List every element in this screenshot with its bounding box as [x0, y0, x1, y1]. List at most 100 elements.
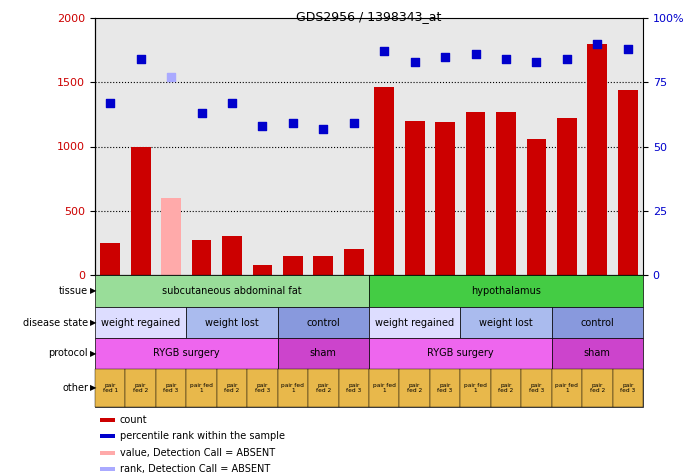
Text: GDS2956 / 1398343_at: GDS2956 / 1398343_at [296, 10, 442, 23]
Bar [187, 369, 217, 407]
Bar [466, 112, 486, 275]
Text: control: control [580, 318, 614, 328]
Text: pair fed
1: pair fed 1 [372, 383, 396, 393]
Bar [131, 146, 151, 275]
Text: pair fed
1: pair fed 1 [190, 383, 213, 393]
Bar [278, 338, 369, 369]
Text: weight lost: weight lost [205, 318, 259, 328]
Text: pair
fed 2: pair fed 2 [498, 383, 513, 393]
Text: value, Detection Call = ABSENT: value, Detection Call = ABSENT [120, 448, 275, 458]
Bar [369, 275, 643, 307]
Point [409, 58, 420, 65]
Bar [618, 90, 638, 275]
Bar [369, 307, 460, 338]
Bar [587, 44, 607, 275]
Text: RYGB surgery: RYGB surgery [427, 348, 493, 358]
Point [318, 125, 329, 132]
Point [439, 53, 451, 60]
Point [470, 50, 481, 58]
Text: sham: sham [584, 348, 611, 358]
Bar [156, 369, 187, 407]
Bar [582, 369, 612, 407]
Text: weight lost: weight lost [479, 318, 533, 328]
Bar [496, 112, 516, 275]
Bar [308, 369, 339, 407]
Bar [491, 369, 521, 407]
Text: pair
fed 3: pair fed 3 [255, 383, 270, 393]
Bar [95, 369, 126, 407]
Bar [100, 418, 115, 422]
Text: ▶: ▶ [90, 286, 97, 295]
Bar [100, 467, 115, 471]
Bar [551, 338, 643, 369]
Bar [95, 307, 187, 338]
Bar [161, 198, 181, 275]
Bar [217, 369, 247, 407]
Text: pair
fed 3: pair fed 3 [620, 383, 636, 393]
Bar [247, 369, 278, 407]
Text: pair
fed 2: pair fed 2 [133, 383, 149, 393]
Bar [95, 275, 369, 307]
Point [591, 40, 603, 47]
Point [500, 55, 511, 63]
Bar [339, 369, 369, 407]
Bar [187, 307, 278, 338]
Text: pair fed
1: pair fed 1 [556, 383, 578, 393]
Bar [314, 256, 333, 275]
Point [623, 45, 634, 53]
Bar [551, 369, 582, 407]
Point [287, 119, 299, 127]
Bar [278, 369, 308, 407]
Point [561, 55, 572, 63]
Point [196, 109, 207, 117]
Text: pair
fed 1: pair fed 1 [103, 383, 117, 393]
Point [348, 119, 359, 127]
Text: sham: sham [310, 348, 337, 358]
Text: disease state: disease state [23, 318, 88, 328]
Bar [283, 256, 303, 275]
Bar [95, 338, 278, 369]
Text: pair
fed 2: pair fed 2 [407, 383, 422, 393]
Text: ▶: ▶ [90, 349, 97, 358]
Text: control: control [306, 318, 340, 328]
Point [257, 122, 268, 130]
Bar [551, 307, 643, 338]
Text: count: count [120, 415, 147, 425]
Bar [557, 118, 577, 275]
Text: pair
fed 3: pair fed 3 [346, 383, 361, 393]
Bar [612, 369, 643, 407]
Bar [375, 87, 394, 275]
Text: pair
fed 2: pair fed 2 [225, 383, 240, 393]
Text: subcutaneous abdominal fat: subcutaneous abdominal fat [162, 286, 302, 296]
Text: rank, Detection Call = ABSENT: rank, Detection Call = ABSENT [120, 465, 270, 474]
Bar [126, 369, 156, 407]
Bar [252, 264, 272, 275]
Bar [399, 369, 430, 407]
Text: RYGB surgery: RYGB surgery [153, 348, 220, 358]
Text: pair fed
1: pair fed 1 [281, 383, 304, 393]
Bar [435, 122, 455, 275]
Point [135, 55, 146, 63]
Bar [100, 451, 115, 455]
Text: pair fed
1: pair fed 1 [464, 383, 487, 393]
Bar [100, 243, 120, 275]
Text: pair
fed 3: pair fed 3 [529, 383, 544, 393]
Text: ▶: ▶ [90, 318, 97, 327]
Text: protocol: protocol [48, 348, 88, 358]
Text: percentile rank within the sample: percentile rank within the sample [120, 431, 285, 441]
Text: hypothalamus: hypothalamus [471, 286, 541, 296]
Point [105, 99, 116, 107]
Point [166, 73, 177, 81]
Bar [527, 139, 547, 275]
Bar [191, 240, 211, 275]
Bar [369, 369, 399, 407]
Text: pair
fed 2: pair fed 2 [316, 383, 331, 393]
Bar [278, 307, 369, 338]
Bar [405, 121, 424, 275]
Bar [100, 434, 115, 438]
Text: pair
fed 2: pair fed 2 [589, 383, 605, 393]
Text: tissue: tissue [59, 286, 88, 296]
Bar [369, 338, 551, 369]
Bar [222, 237, 242, 275]
Bar [460, 307, 551, 338]
